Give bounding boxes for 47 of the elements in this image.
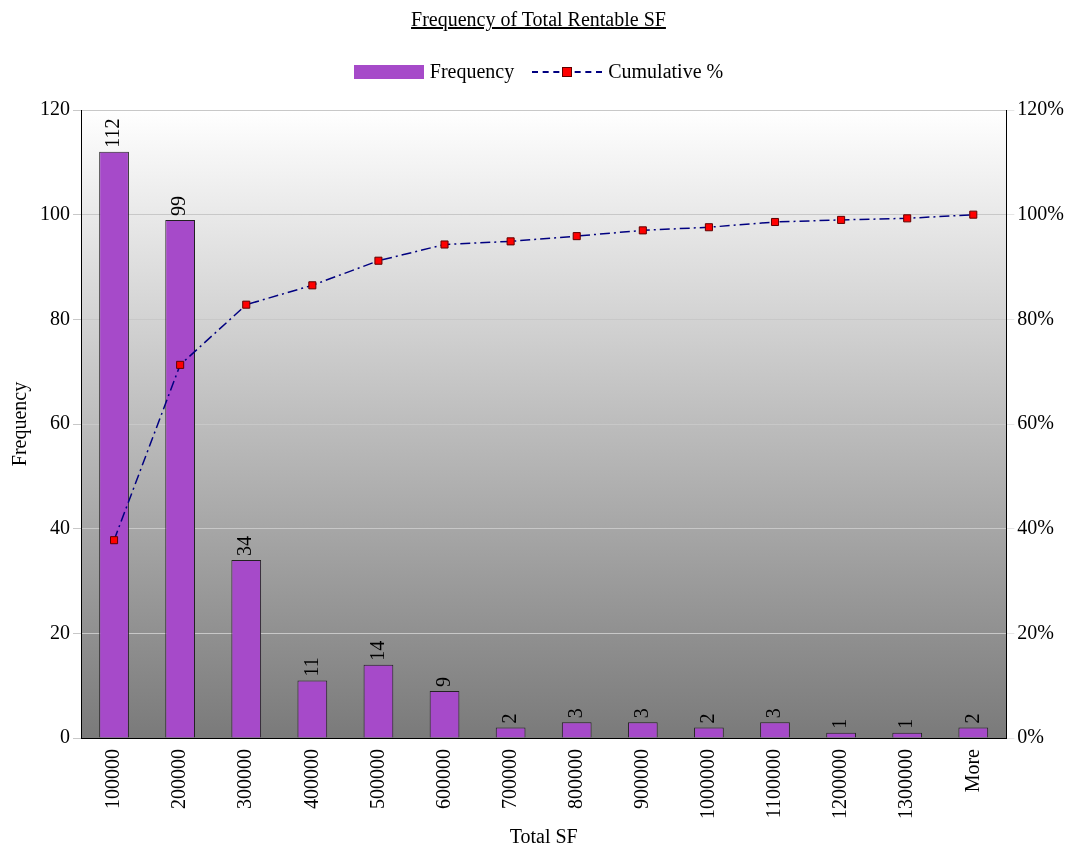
data-label: 2 — [960, 713, 983, 724]
data-label: 11 — [299, 657, 322, 677]
x-tick-label: 900000 — [630, 749, 653, 809]
x-tick-label: 1300000 — [894, 749, 917, 819]
data-label: 112 — [101, 118, 124, 148]
x-tick-label: 600000 — [431, 749, 454, 809]
x-tick-label: 800000 — [563, 749, 586, 809]
legend-label: Frequency — [429, 60, 515, 83]
y2-tick-label: 40% — [1017, 515, 1055, 538]
y2-tick-label: 100% — [1017, 201, 1065, 224]
x-tick-label: 100000 — [101, 749, 124, 809]
data-label: 99 — [167, 195, 190, 216]
y2-tick-label: 0% — [1017, 725, 1045, 748]
data-label: 3 — [762, 708, 785, 719]
x-tick-label: 500000 — [365, 749, 388, 809]
x-tick-label: 1200000 — [828, 749, 851, 819]
x-tick-label: 200000 — [167, 749, 190, 809]
x-tick-label: 700000 — [497, 749, 520, 809]
x-tick-label: 1100000 — [762, 749, 785, 819]
data-label: 3 — [563, 708, 586, 719]
legend-label: Cumulative % — [608, 60, 724, 83]
data-label: 14 — [365, 640, 388, 661]
chart-title: Frequency of Total Rentable SF — [410, 8, 667, 31]
x-tick-label: 400000 — [299, 749, 322, 809]
x-tick-label: 300000 — [233, 749, 256, 809]
data-label: 1 — [894, 718, 917, 729]
y-axis-title: Frequency — [8, 381, 32, 467]
data-label: 3 — [630, 708, 653, 719]
y2-tick-label: 20% — [1017, 620, 1055, 643]
data-label: 34 — [233, 536, 256, 557]
y-tick-label: 0 — [60, 725, 70, 748]
data-label: 2 — [497, 713, 520, 724]
y-tick-label: 100 — [40, 201, 70, 224]
y-tick-label: 60 — [50, 411, 70, 434]
data-label: 2 — [696, 713, 719, 724]
y-tick-label: 40 — [50, 515, 70, 538]
y2-tick-label: 80% — [1017, 306, 1055, 329]
data-label: 9 — [431, 676, 454, 687]
x-axis-title: Total SF — [509, 825, 578, 848]
x-tick-label: More — [960, 748, 983, 793]
y2-tick-label: 120% — [1017, 97, 1065, 120]
y-tick-label: 20 — [50, 620, 70, 643]
y2-tick-label: 60% — [1017, 411, 1055, 434]
y-tick-label: 120 — [40, 97, 70, 120]
data-label: 1 — [828, 718, 851, 729]
y-tick-label: 80 — [50, 306, 70, 329]
x-tick-label: 1000000 — [696, 749, 719, 819]
